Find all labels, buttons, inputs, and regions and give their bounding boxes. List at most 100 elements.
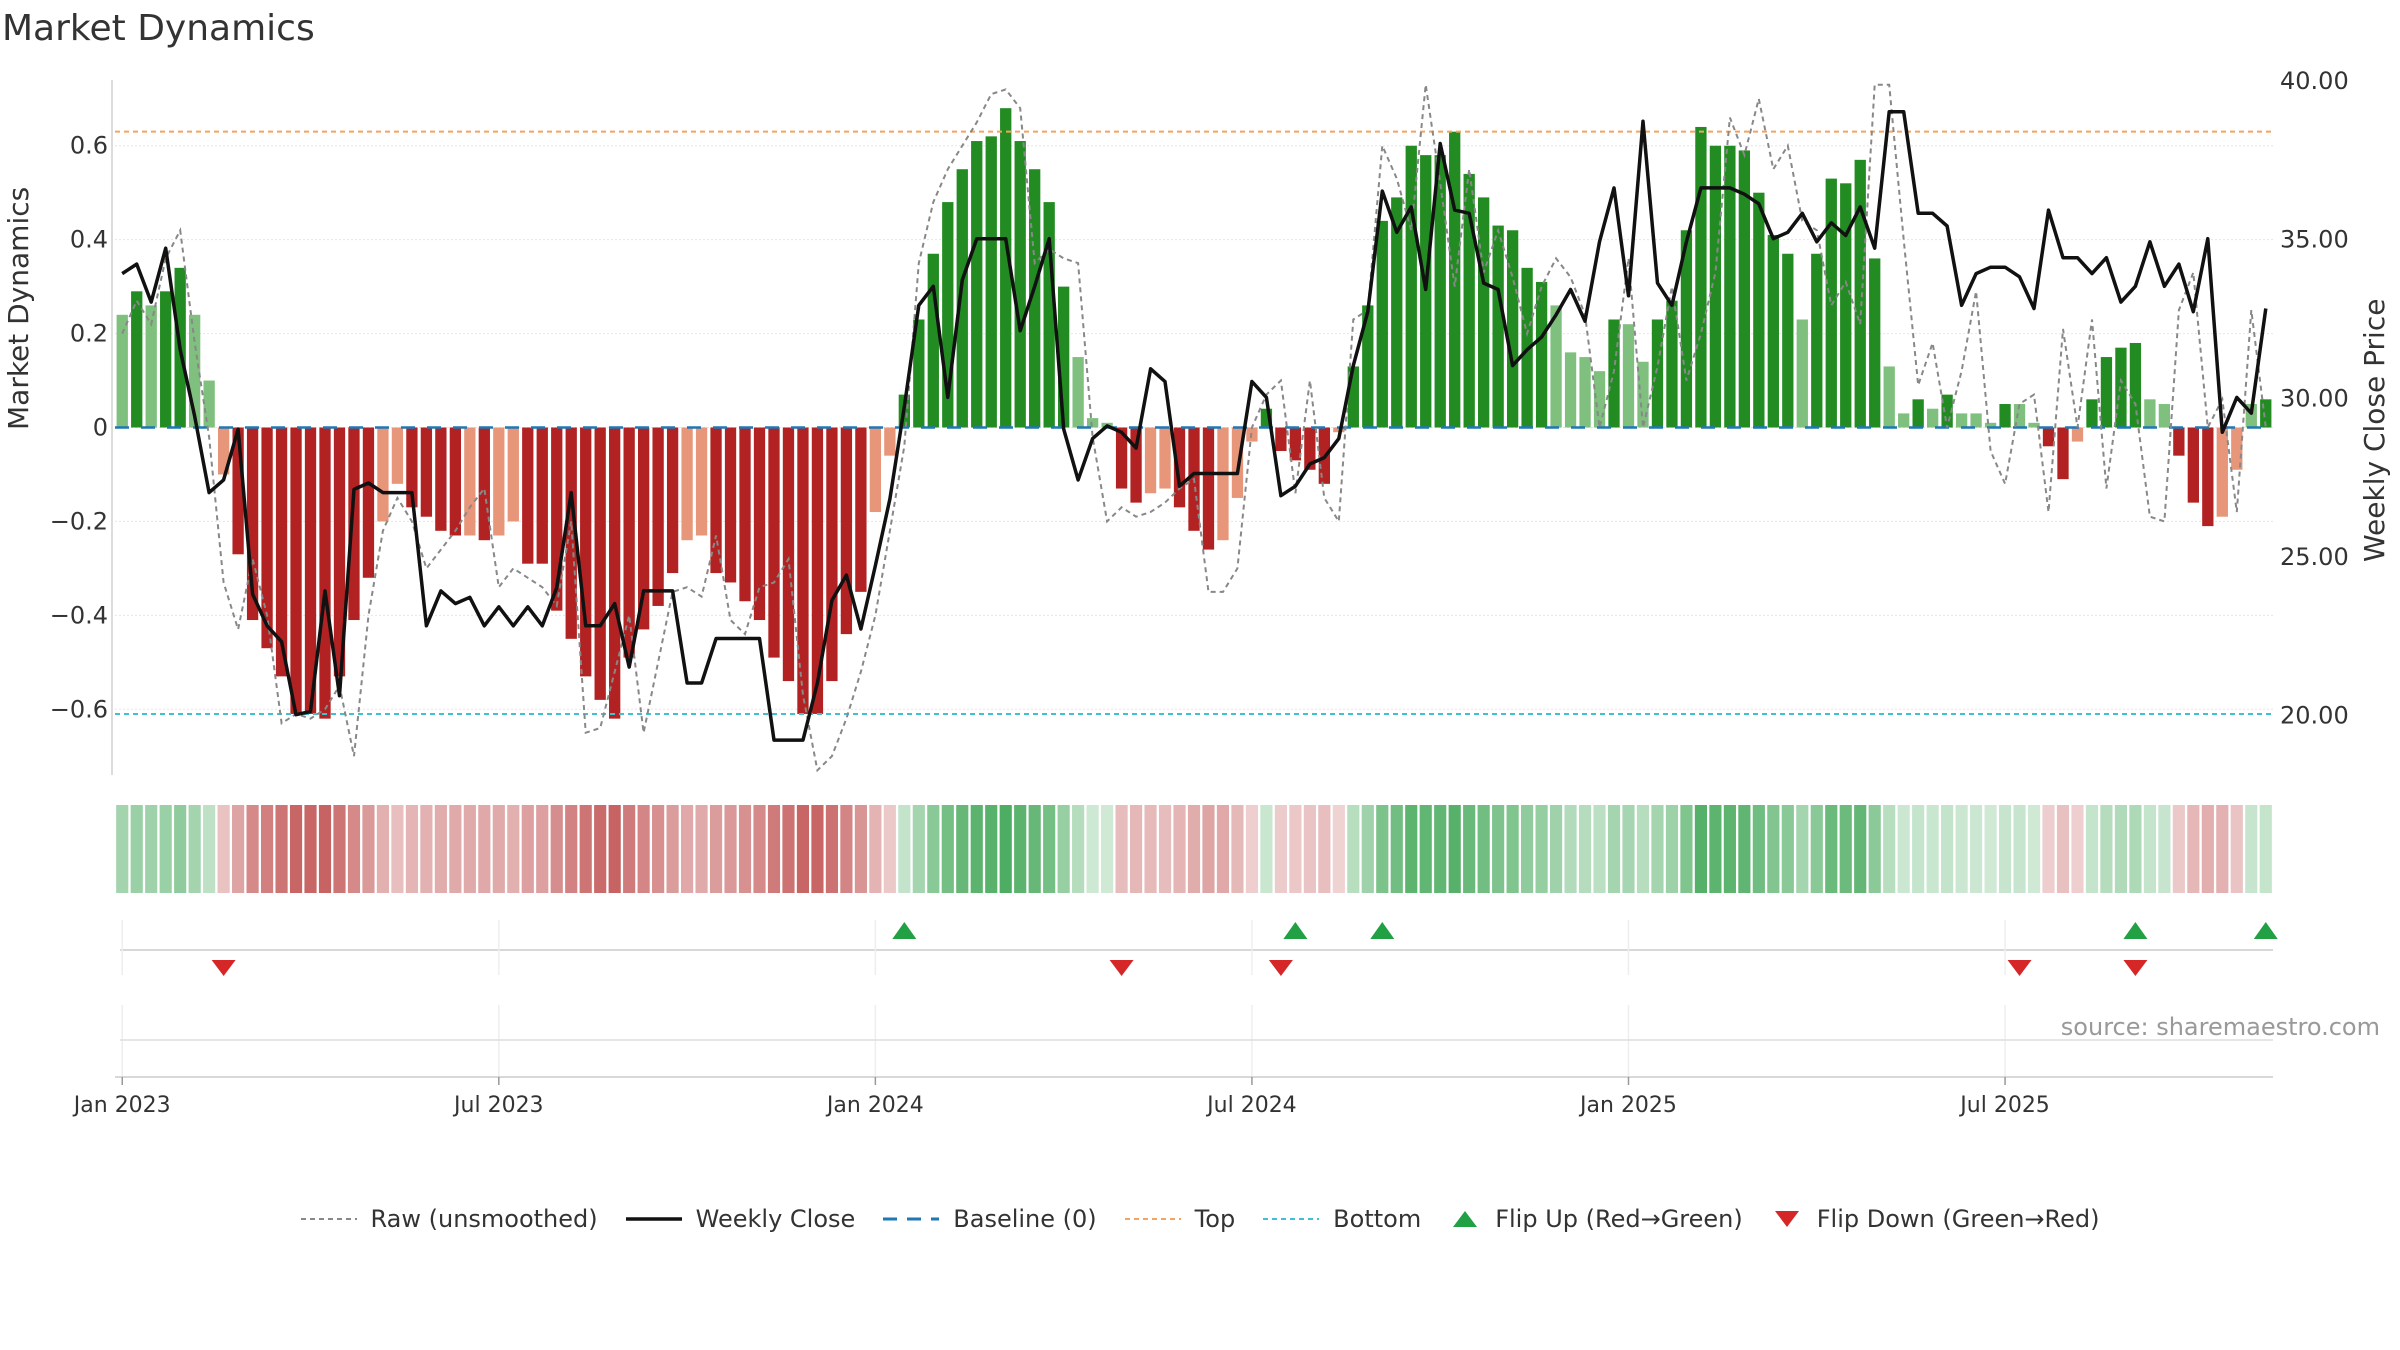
y-tick-label: 0.4 (70, 226, 108, 254)
bar (377, 427, 389, 522)
bar (189, 314, 201, 428)
bar (1999, 404, 2011, 428)
regime-strip-cell (1492, 805, 1505, 893)
regime-strip-cell (1405, 805, 1418, 893)
regime-strip-cell (1854, 805, 1867, 893)
regime-strip-cell (1564, 805, 1577, 893)
bar (1811, 253, 1823, 428)
x-tick-label: Jan 2024 (825, 1093, 924, 1118)
regime-strip-cell (203, 805, 216, 893)
bar (1651, 319, 1664, 428)
bar (797, 427, 809, 714)
bar (1840, 183, 1852, 428)
bar (666, 427, 679, 574)
flip-up-marker (892, 922, 917, 939)
regime-strip-cell (1912, 805, 1925, 893)
regime-strip-cell (1549, 805, 1563, 893)
bar (1029, 169, 1041, 428)
regime-strip-cell (2042, 805, 2055, 893)
regime-strip-cell (318, 805, 332, 893)
bar (1173, 427, 1186, 508)
regime-strip-cell (1086, 805, 1099, 893)
regime-strip-cell (999, 805, 1012, 893)
bar (956, 169, 968, 428)
x-tick-label: Jul 2024 (1205, 1093, 1297, 1118)
regime-strip-cell (2245, 805, 2258, 893)
regime-strip-cell (666, 805, 679, 893)
regime-strip-cell (652, 805, 665, 893)
bar (1202, 427, 1215, 550)
bar (942, 202, 954, 428)
bar (1275, 427, 1287, 451)
y2-tick-label: 25.00 (2280, 543, 2349, 571)
baseline-swatch (883, 1217, 940, 1221)
bar (348, 427, 360, 621)
bar (1593, 371, 1606, 428)
regime-strip-cell (420, 805, 433, 893)
bar (1637, 361, 1649, 428)
bar (1984, 422, 1997, 428)
flip-up-marker (2253, 922, 2278, 939)
bar (1869, 258, 1881, 428)
x-tick-label: Jan 2023 (72, 1093, 171, 1118)
bar (246, 427, 259, 621)
regime-strip-cell (1738, 805, 1751, 893)
bar (724, 427, 737, 583)
regime-strip-cell (1376, 805, 1389, 893)
regime-strip-cell (275, 805, 288, 893)
bar (1535, 281, 1548, 428)
legend-item-close: Weekly Close (625, 1205, 855, 1233)
regime-strip-cell (1477, 805, 1490, 893)
bar (1463, 173, 1475, 428)
y-tick-label: −0.4 (50, 601, 108, 629)
bar (2202, 427, 2214, 527)
regime-strip-cell (550, 805, 563, 893)
regime-strip-cell (478, 805, 491, 893)
regime-strip-cell (507, 805, 520, 893)
bar (971, 141, 983, 428)
regime-strip-cell (1810, 805, 1823, 893)
bar (609, 427, 621, 719)
close-line-swatch (625, 1217, 682, 1221)
source-watermark: source: sharemaestro.com (2060, 1013, 2380, 1041)
regime-strip-cell (362, 805, 375, 893)
bar (768, 427, 780, 658)
bar (2245, 404, 2257, 428)
histogram-bars (116, 108, 2272, 719)
regime-strip-cell (1825, 805, 1838, 893)
regime-strip-cell (1202, 805, 1215, 893)
bar (2158, 404, 2171, 428)
bar (811, 427, 824, 714)
legend-item-baseline: Baseline (0) (883, 1205, 1097, 1233)
bar (594, 427, 606, 700)
regime-strip-cell (970, 805, 983, 893)
y-tick-label: −0.6 (50, 695, 108, 723)
regime-strip-cell (1521, 805, 1534, 893)
flip-down-marker (2007, 960, 2032, 976)
regime-strip-cell (2201, 805, 2214, 893)
bar (1506, 230, 1519, 428)
legend-label-top: Top (1194, 1205, 1236, 1233)
bar (580, 427, 592, 677)
y2-tick-label: 40.00 (2280, 67, 2349, 95)
bar (507, 427, 519, 522)
bar (1376, 220, 1388, 428)
bar (1000, 108, 1012, 428)
regime-strip-cell (1448, 805, 1461, 893)
regime-strip-cell (738, 805, 752, 893)
regime-strip-cell (2129, 805, 2142, 893)
legend-label-flip-down: Flip Down (Green→Red) (1816, 1205, 2100, 1233)
regime-strip-cell (1072, 805, 1085, 893)
regime-strip-cell (2013, 805, 2026, 893)
bar (1347, 366, 1359, 428)
regime-strip-cell (130, 805, 143, 893)
bar (637, 427, 650, 630)
legend-item-bottom: Bottom (1263, 1205, 1421, 1233)
regime-strip-cell (1998, 805, 2012, 893)
bar (652, 427, 664, 606)
raw-unsmoothed-line (121, 83, 2267, 773)
bar (1724, 145, 1736, 428)
bar (2028, 422, 2040, 428)
regime-strip-cell (1303, 805, 1316, 893)
series-lines (121, 83, 2268, 773)
